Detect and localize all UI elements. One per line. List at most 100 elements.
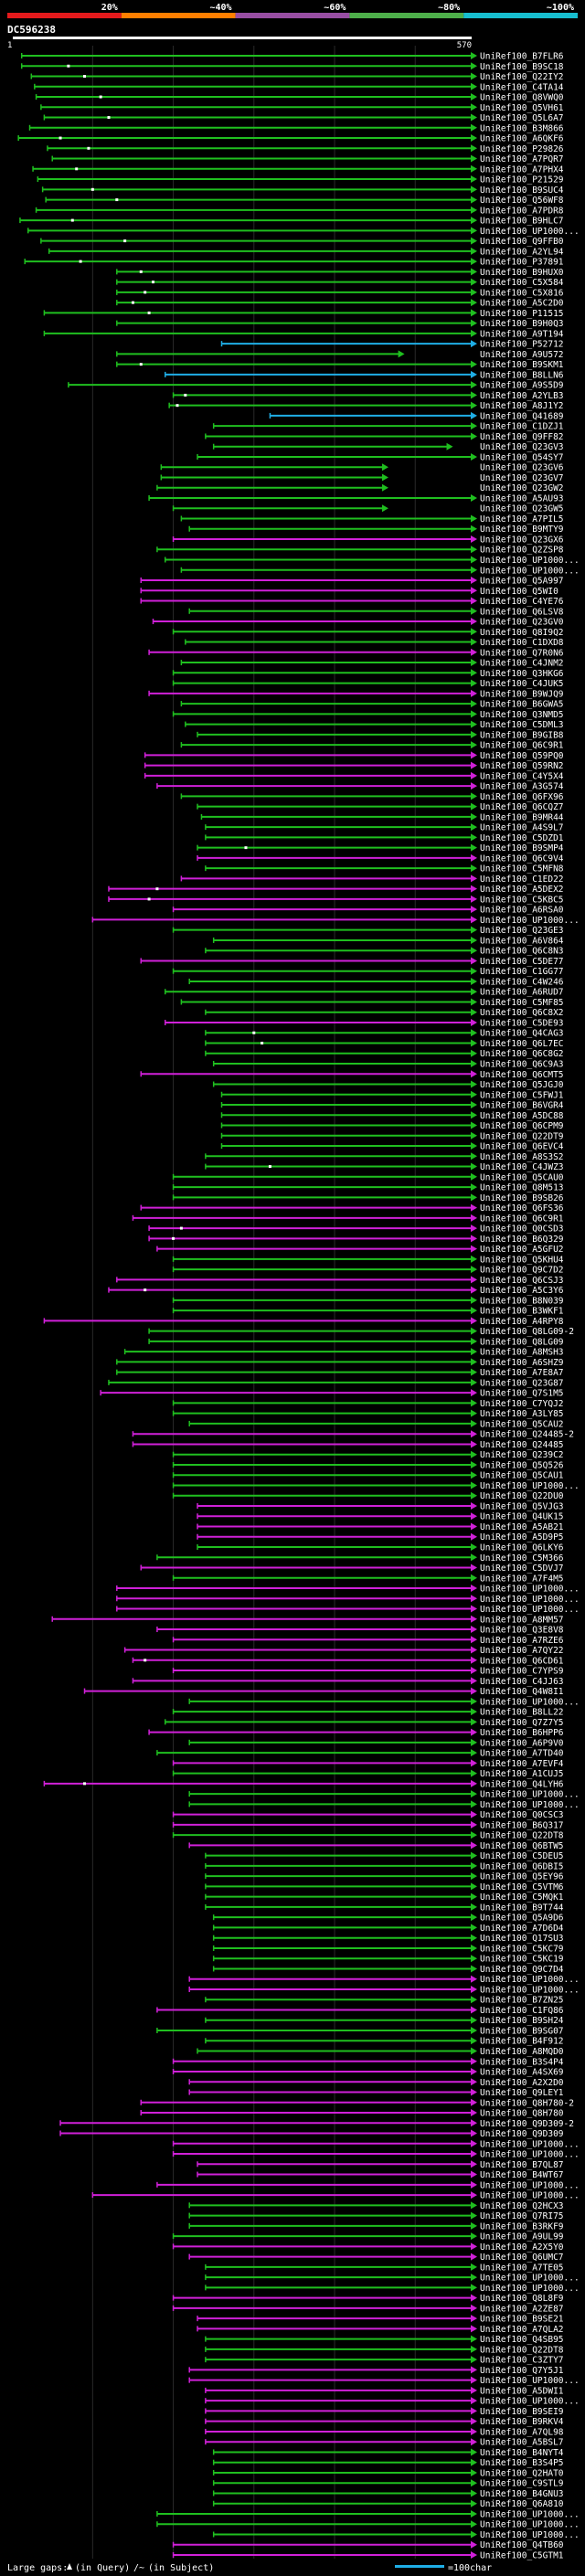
hit-arrow-icon <box>471 1595 477 1603</box>
hit-arrow-icon <box>471 1615 477 1623</box>
hit-row: UniRef100_C5DEU5 <box>205 1851 564 1861</box>
hit-label: UniRef100_B9SG07 <box>480 2026 564 2036</box>
hit-label: UniRef100_Q8VWQ0 <box>480 93 564 103</box>
hit-row: UniRef100_Q8H780-2 <box>140 2098 574 2108</box>
hit-label: UniRef100_A4S9L7 <box>480 823 564 833</box>
hit-arrow-icon <box>471 1687 477 1695</box>
hit-row: UniRef100_A6SHZ9 <box>116 1358 564 1368</box>
hit-label: UniRef100_Q23G87 <box>480 1378 564 1388</box>
scale-tick-label: ~60% <box>324 3 346 13</box>
hit-arrow-icon <box>471 1172 477 1181</box>
hit-row: UniRef100_Q6C9R1 <box>132 1214 564 1224</box>
hit-arrow-icon <box>471 1944 477 1952</box>
hit-row: UniRef100_C4JWZ3 <box>205 1162 564 1172</box>
hit-arrow-icon <box>471 411 477 419</box>
hit-arrow-icon <box>471 1460 477 1468</box>
hit-label: UniRef100_A7D6D4 <box>480 1924 564 1934</box>
hit-row: UniRef100_Q6EVC4 <box>220 1142 564 1152</box>
hit-row: UniRef100_A8S3S2 <box>205 1152 564 1162</box>
hit-row: UniRef100_C4Y5X4 <box>144 771 564 781</box>
hit-row: UniRef100_Q5VJG3 <box>197 1501 564 1511</box>
hit-row: UniRef100_Q22IY2 <box>30 72 564 82</box>
hit-row: UniRef100_B3WKF1 <box>172 1307 564 1317</box>
hit-row: UniRef100_Q8LG09 <box>148 1337 564 1347</box>
hit-label: UniRef100_Q8M513 <box>480 1183 564 1193</box>
scale-tick-label: ~40% <box>210 3 232 13</box>
gap-marker <box>90 187 94 191</box>
hit-arrow-icon <box>471 2129 477 2137</box>
hit-row: UniRef100_A7QL98 <box>205 2427 564 2437</box>
hit-label: UniRef100_UP1000... <box>480 556 580 566</box>
hit-label: UniRef100_Q5VH61 <box>480 103 564 113</box>
hit-row: UniRef100_A5GFU2 <box>156 1245 564 1255</box>
hit-label: UniRef100_C1DZJ1 <box>480 422 564 432</box>
hit-row: UniRef100_Q5CAU0 <box>172 1172 564 1182</box>
hit-label: UniRef100_A3LY85 <box>480 1409 564 1419</box>
hit-label: UniRef100_P52712 <box>480 340 564 350</box>
hit-label: UniRef100_A2X2D0 <box>480 2078 564 2088</box>
scale-segment <box>235 13 350 18</box>
hit-arrow-icon <box>471 1307 477 1315</box>
hit-arrow-icon <box>471 1152 477 1161</box>
hit-arrow-icon <box>381 473 388 482</box>
hit-row: UniRef100_UP1000... <box>116 1605 580 1615</box>
hit-arrow-icon <box>471 2242 477 2251</box>
hit-label: UniRef100_A1CUJ5 <box>480 1769 564 1779</box>
hit-arrow-icon <box>471 1450 477 1458</box>
hit-arrow-icon <box>471 1841 477 1850</box>
hit-arrow-icon <box>471 1245 477 1253</box>
hit-label: UniRef100_B9SE21 <box>480 2315 564 2325</box>
hit-label: UniRef100_Q5A997 <box>480 577 564 587</box>
hit-arrow-icon <box>471 1924 477 1932</box>
hit-row: UniRef100_A6P9V0 <box>188 1738 564 1748</box>
hit-row: UniRef100_A7EVF4 <box>172 1759 564 1769</box>
hit-arrow-icon <box>471 1060 477 1068</box>
hit-arrow-icon <box>471 1131 477 1140</box>
scale-segment <box>121 13 236 18</box>
hit-arrow-icon <box>471 62 477 70</box>
hit-label: UniRef100_A5AU93 <box>480 493 564 504</box>
hit-row: UniRef100_B9T744 <box>205 1903 564 1913</box>
hit-arrow-icon <box>471 2448 477 2456</box>
hit-label: UniRef100_Q17SU3 <box>480 1934 564 1944</box>
hit-row: UniRef100_Q23GX6 <box>172 535 564 545</box>
hit-arrow-icon <box>471 422 477 430</box>
hit-arrow-icon <box>471 514 477 523</box>
hit-label: UniRef100_Q23GW2 <box>480 483 564 493</box>
hit-label: UniRef100_UP1000... <box>480 566 580 576</box>
hit-row: UniRef100_C5KBC5 <box>108 895 564 905</box>
hit-arrow-icon <box>471 875 477 883</box>
hit-row: UniRef100_B9SC18 <box>20 62 564 72</box>
hit-label: UniRef100_Q5VJG3 <box>480 1501 564 1511</box>
hit-row: UniRef100_Q7Z7Y5 <box>164 1718 564 1728</box>
hit-row: UniRef100_B9SG07 <box>156 2026 564 2036</box>
hit-label: UniRef100_Q4UK15 <box>480 1512 564 1522</box>
hit-row: UniRef100_Q6C9V4 <box>197 853 564 864</box>
hit-row: UniRef100_UP1000... <box>27 227 580 237</box>
hit-arrow-icon <box>471 2294 477 2302</box>
hit-row: UniRef100_Q4LYH6 <box>43 1779 564 1789</box>
hit-label: UniRef100_Q22IY2 <box>480 72 564 82</box>
hit-row: UniRef100_C7YPS9 <box>172 1667 564 1677</box>
scale-label: =100char <box>448 2563 492 2573</box>
hit-row: UniRef100_A7E8A7 <box>116 1368 564 1378</box>
hit-label: UniRef100_C5MQK1 <box>480 1892 564 1903</box>
hit-row: UniRef100_Q3NMD5 <box>172 710 564 720</box>
hit-label: UniRef100_A7PHX4 <box>480 164 564 175</box>
hit-arrow-icon <box>471 936 477 944</box>
hit-label: UniRef100_A5DC88 <box>480 1111 564 1121</box>
hit-label: UniRef100_Q7Y5J1 <box>480 2366 564 2376</box>
hit-label: UniRef100_UP1000... <box>480 1985 580 1995</box>
hit-label: UniRef100_UP1000... <box>480 2376 580 2386</box>
hit-label: UniRef100_A8MQD0 <box>480 2047 564 2057</box>
hit-label: UniRef100_Q9FF82 <box>480 432 564 442</box>
hit-row: UniRef100_UP1000... <box>156 2509 580 2519</box>
hit-row: UniRef100_Q0CSD3 <box>148 1224 564 1235</box>
gap-marker <box>152 281 155 284</box>
hit-arrow-icon <box>471 1348 477 1356</box>
hit-label: UniRef100_B3RKF9 <box>480 2221 564 2231</box>
hit-label: UniRef100_Q5CAU0 <box>480 1172 564 1182</box>
hit-arrow-icon <box>471 2026 477 2034</box>
hit-row: UniRef100_Q9D309 <box>59 2129 564 2139</box>
hit-arrow-icon <box>471 1481 477 1489</box>
